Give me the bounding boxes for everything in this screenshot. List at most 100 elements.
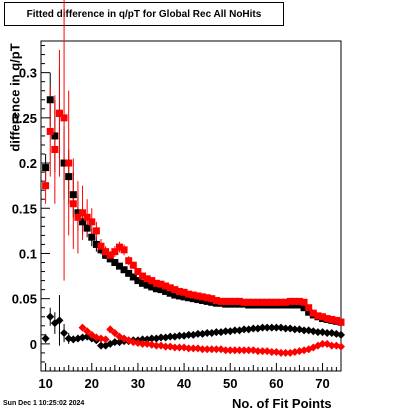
data-point-diamond bbox=[230, 346, 239, 355]
data-point-square bbox=[291, 297, 299, 305]
data-point-square bbox=[231, 297, 239, 305]
data-point-square bbox=[92, 227, 100, 235]
data-point-square bbox=[208, 298, 216, 306]
data-point-diamond bbox=[97, 341, 105, 350]
data-point-diamond bbox=[175, 331, 184, 340]
data-point-square bbox=[148, 277, 156, 285]
y-tick-label: 0.15 bbox=[12, 201, 37, 216]
data-point-square bbox=[199, 296, 207, 304]
data-point-square bbox=[134, 277, 142, 285]
data-point-diamond bbox=[203, 329, 212, 338]
data-point-square bbox=[171, 286, 179, 294]
data-point-square bbox=[212, 296, 220, 304]
x-tick-label: 30 bbox=[131, 376, 145, 391]
data-point-diamond bbox=[253, 347, 262, 356]
data-point-square bbox=[92, 240, 100, 248]
data-point-diamond bbox=[230, 326, 239, 335]
data-point-square bbox=[83, 224, 91, 232]
data-point-diamond bbox=[138, 335, 147, 344]
data-point-diamond bbox=[157, 333, 165, 342]
data-point-square bbox=[295, 297, 303, 305]
data-point-diamond bbox=[337, 330, 345, 339]
data-point-square bbox=[74, 213, 82, 221]
data-point-square bbox=[46, 127, 54, 135]
data-point-square bbox=[185, 290, 193, 298]
data-point-square bbox=[83, 213, 91, 221]
data-point-square bbox=[166, 289, 174, 297]
data-point-diamond bbox=[189, 344, 198, 353]
x-axis-label: No. of Fit Points bbox=[232, 396, 332, 411]
data-point-diamond bbox=[281, 348, 290, 357]
data-point-square bbox=[300, 298, 308, 306]
data-point-square bbox=[69, 200, 77, 208]
data-point-square bbox=[300, 304, 308, 312]
data-point-diamond bbox=[198, 345, 207, 354]
data-point-square bbox=[277, 298, 285, 306]
data-point-square bbox=[129, 261, 137, 269]
data-point-square bbox=[42, 182, 50, 190]
data-point-square bbox=[139, 272, 147, 280]
timestamp: Sun Dec 1 10:25:02 2024 bbox=[3, 400, 85, 407]
data-point-square bbox=[79, 218, 87, 226]
data-point-square bbox=[328, 315, 336, 323]
data-point-diamond bbox=[212, 345, 221, 354]
data-point-square bbox=[305, 308, 313, 316]
data-point-square bbox=[249, 298, 257, 306]
data-point-diamond bbox=[240, 325, 249, 334]
x-tick-label: 40 bbox=[177, 376, 191, 391]
data-point-diamond bbox=[170, 343, 179, 352]
data-point-diamond bbox=[258, 323, 267, 332]
y-tick-label: 0 bbox=[30, 337, 37, 352]
data-point-diamond bbox=[212, 328, 221, 337]
data-point-square bbox=[240, 298, 248, 306]
data-point-diamond bbox=[327, 341, 336, 350]
data-point-diamond bbox=[235, 346, 244, 355]
data-point-square bbox=[106, 251, 114, 259]
data-point-square bbox=[323, 315, 331, 323]
data-point-diamond bbox=[258, 347, 267, 356]
y-tick-label: 0.3 bbox=[19, 66, 37, 81]
y-tick-label: 0.25 bbox=[12, 111, 37, 126]
data-point-diamond bbox=[221, 327, 230, 336]
data-point-diamond bbox=[337, 342, 345, 351]
data-point-square bbox=[129, 273, 137, 281]
data-point-square bbox=[60, 159, 68, 167]
data-point-square bbox=[120, 246, 128, 254]
y-tick-label: 0.05 bbox=[12, 292, 37, 307]
data-point-square bbox=[235, 297, 243, 305]
data-point-diamond bbox=[55, 316, 64, 325]
data-point-square bbox=[171, 291, 179, 299]
data-point-square bbox=[222, 297, 230, 305]
data-point-square bbox=[111, 259, 119, 267]
data-point-diamond bbox=[110, 329, 119, 338]
data-point-diamond bbox=[207, 345, 216, 354]
data-point-diamond bbox=[175, 343, 184, 352]
data-point-square bbox=[157, 280, 165, 288]
x-tick-label: 60 bbox=[269, 376, 283, 391]
data-point-diamond bbox=[277, 348, 285, 357]
data-point-diamond bbox=[203, 345, 212, 354]
data-point-square bbox=[175, 287, 183, 295]
data-point-diamond bbox=[313, 328, 322, 337]
data-point-square bbox=[245, 298, 253, 306]
data-point-square bbox=[263, 298, 271, 306]
data-point-square bbox=[254, 298, 262, 306]
data-point-square bbox=[111, 248, 119, 256]
data-point-square bbox=[309, 309, 317, 317]
data-point-diamond bbox=[83, 327, 92, 336]
data-point-diamond bbox=[106, 325, 115, 334]
data-point-square bbox=[152, 285, 160, 293]
data-point-square bbox=[305, 304, 313, 312]
data-point-square bbox=[332, 316, 340, 324]
y-axis-ticks: 0 0.05 0.1 0.15 0.2 0.25 0.3 bbox=[12, 45, 50, 372]
data-point-square bbox=[65, 173, 73, 181]
x-tick-label: 70 bbox=[315, 376, 329, 391]
data-point-diamond bbox=[60, 329, 69, 338]
data-point-square bbox=[115, 262, 123, 270]
data-point-square bbox=[199, 293, 207, 301]
data-point-square bbox=[106, 255, 114, 263]
data-point-square bbox=[134, 268, 142, 276]
data-point-square bbox=[157, 286, 165, 294]
data-point-diamond bbox=[244, 346, 253, 355]
